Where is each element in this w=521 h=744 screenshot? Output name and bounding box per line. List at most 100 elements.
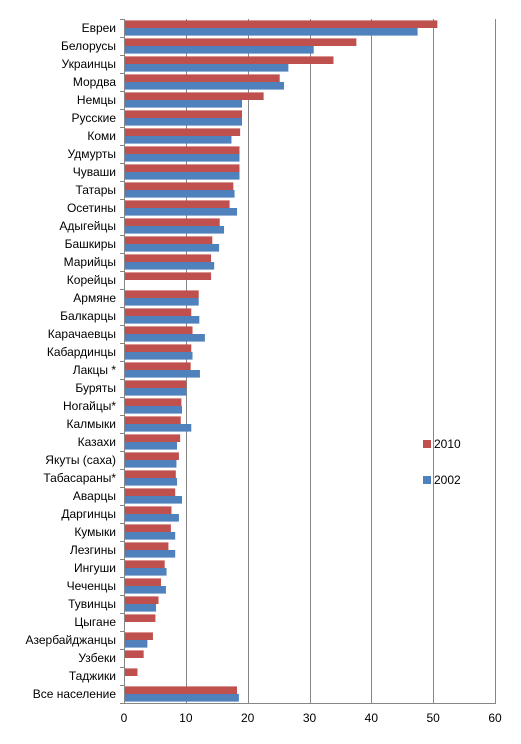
bar-2002-якуты-саха — [124, 460, 177, 468]
bar-2002-украинцы — [124, 64, 289, 72]
category-label-узбеки: Узбеки — [78, 651, 116, 665]
category-label-лакцы: Лакцы * — [73, 363, 117, 377]
category-label-лезгины: Лезгины — [70, 543, 116, 557]
bar-2010-кумыки — [124, 524, 171, 532]
bar-2010-цыгане — [124, 614, 156, 622]
bar-2010-коми — [124, 128, 241, 136]
category-label-русские: Русские — [72, 111, 117, 125]
category-label-марийцы: Марийцы — [64, 255, 116, 269]
category-label-табасараны: Табасараны* — [43, 471, 116, 485]
category-label-аварцы: Аварцы — [73, 489, 116, 503]
bar-2010-узбеки — [124, 650, 144, 658]
bar-2010-мордва — [124, 74, 280, 82]
bar-2002-адыгейцы — [124, 226, 225, 234]
legend-label-2010: 2010 — [434, 437, 461, 451]
bar-2002-осетины — [124, 208, 238, 216]
x-tick-label-0: 0 — [121, 711, 128, 725]
bar-2010-буряты — [124, 380, 187, 388]
category-label-чуваши: Чуваши — [73, 165, 116, 179]
category-label-армяне: Армяне — [73, 291, 116, 305]
x-tick-label-50: 50 — [426, 711, 440, 725]
bar-2002-лакцы — [124, 370, 200, 378]
bar-2010-карачаевцы — [124, 326, 193, 334]
category-label-белорусы: Белорусы — [61, 39, 116, 53]
bar-2010-кабардинцы — [124, 344, 192, 352]
category-label-азербайджанцы: Азербайджанцы — [25, 633, 116, 647]
gridlines — [186, 19, 496, 703]
bar-2002-кабардинцы — [124, 352, 193, 360]
bars — [124, 20, 438, 702]
bar-2010-удмурты — [124, 146, 240, 154]
bar-2002-казахи — [124, 442, 178, 450]
bar-2010-ногайцы — [124, 398, 182, 406]
x-tick-label-10: 10 — [179, 711, 193, 725]
bar-2002-даргинцы — [124, 514, 179, 522]
bar-2002-ингуши — [124, 568, 167, 576]
tick-labels: 0 10 20 30 40 50 60 — [121, 711, 502, 725]
category-label-таджики: Таджики — [69, 669, 116, 683]
bar-2010-евреи — [124, 20, 438, 28]
bar-2002-ногайцы — [124, 406, 183, 414]
bar-2010-даргинцы — [124, 506, 172, 514]
x-tick-label-60: 60 — [488, 711, 502, 725]
bar-2002-калмыки — [124, 424, 192, 432]
bar-2010-лезгины — [124, 542, 169, 550]
x-tick-label-30: 30 — [303, 711, 317, 725]
category-label-карачаевцы: Карачаевцы — [48, 327, 116, 341]
category-label-тувинцы: Тувинцы — [68, 597, 116, 611]
category-label-украинцы: Украинцы — [61, 57, 116, 71]
bar-2010-осетины — [124, 200, 230, 208]
bar-2002-все-население — [124, 694, 239, 702]
bar-2010-корейцы — [124, 272, 212, 280]
bar-2010-украинцы — [124, 56, 334, 64]
category-label-цыгане: Цыгане — [74, 615, 116, 629]
bar-2010-ингуши — [124, 560, 165, 568]
category-label-удмурты: Удмурты — [68, 147, 116, 161]
category-label-ногайцы: Ногайцы* — [63, 399, 116, 413]
bar-2010-армяне — [124, 290, 199, 298]
bar-2002-татары — [124, 190, 235, 198]
category-label-корейцы: Корейцы — [67, 273, 116, 287]
category-label-татары: Татары — [75, 183, 116, 197]
bar-2002-азербайджанцы — [124, 640, 148, 648]
legend-swatch-2010 — [423, 440, 431, 448]
bar-2010-калмыки — [124, 416, 181, 424]
category-label-балкарцы: Балкарцы — [60, 309, 116, 323]
category-label-даргинцы: Даргинцы — [61, 507, 116, 521]
bar-2010-чуваши — [124, 164, 240, 172]
bar-2002-коми — [124, 136, 232, 144]
category-label-кабардинцы: Кабардинцы — [47, 345, 116, 359]
bar-2010-марийцы — [124, 254, 212, 262]
bar-2010-балкарцы — [124, 308, 192, 316]
bar-2010-белорусы — [124, 38, 357, 46]
bar-2010-лакцы — [124, 362, 191, 370]
bar-2010-таджики — [124, 668, 138, 676]
bar-2002-удмурты — [124, 154, 240, 162]
bar-2010-табасараны — [124, 470, 176, 478]
bar-2002-башкиры — [124, 244, 220, 252]
bar-2002-балкарцы — [124, 316, 200, 324]
bar-2002-кумыки — [124, 532, 176, 540]
x-tick-label-40: 40 — [365, 711, 379, 725]
bar-2010-казахи — [124, 434, 181, 442]
bar-2010-адыгейцы — [124, 218, 220, 226]
legend-label-2002: 2002 — [434, 473, 461, 487]
bar-2002-армяне — [124, 298, 199, 306]
category-label-казахи: Казахи — [78, 435, 116, 449]
category-label-чеченцы: Чеченцы — [67, 579, 116, 593]
category-label-кумыки: Кумыки — [74, 525, 116, 539]
category-label-все-население: Все население — [33, 687, 117, 701]
category-labels: Евреи Белорусы Украинцы Мордва Немцы Русские К… — [25, 19, 124, 704]
bar-2002-белорусы — [124, 46, 314, 54]
bar-2010-якуты-саха — [124, 452, 179, 460]
bar-2002-марийцы — [124, 262, 215, 270]
bar-2002-карачаевцы — [124, 334, 205, 342]
category-label-немцы: Немцы — [77, 93, 116, 107]
bar-2002-лезгины — [124, 550, 176, 558]
x-tick-label-20: 20 — [241, 711, 255, 725]
legend-swatch-2002 — [423, 476, 431, 484]
category-label-якуты-саха: Якуты (саха) — [45, 453, 116, 467]
bar-2002-тувинцы — [124, 604, 157, 612]
category-label-адыгейцы: Адыгейцы — [59, 219, 116, 233]
